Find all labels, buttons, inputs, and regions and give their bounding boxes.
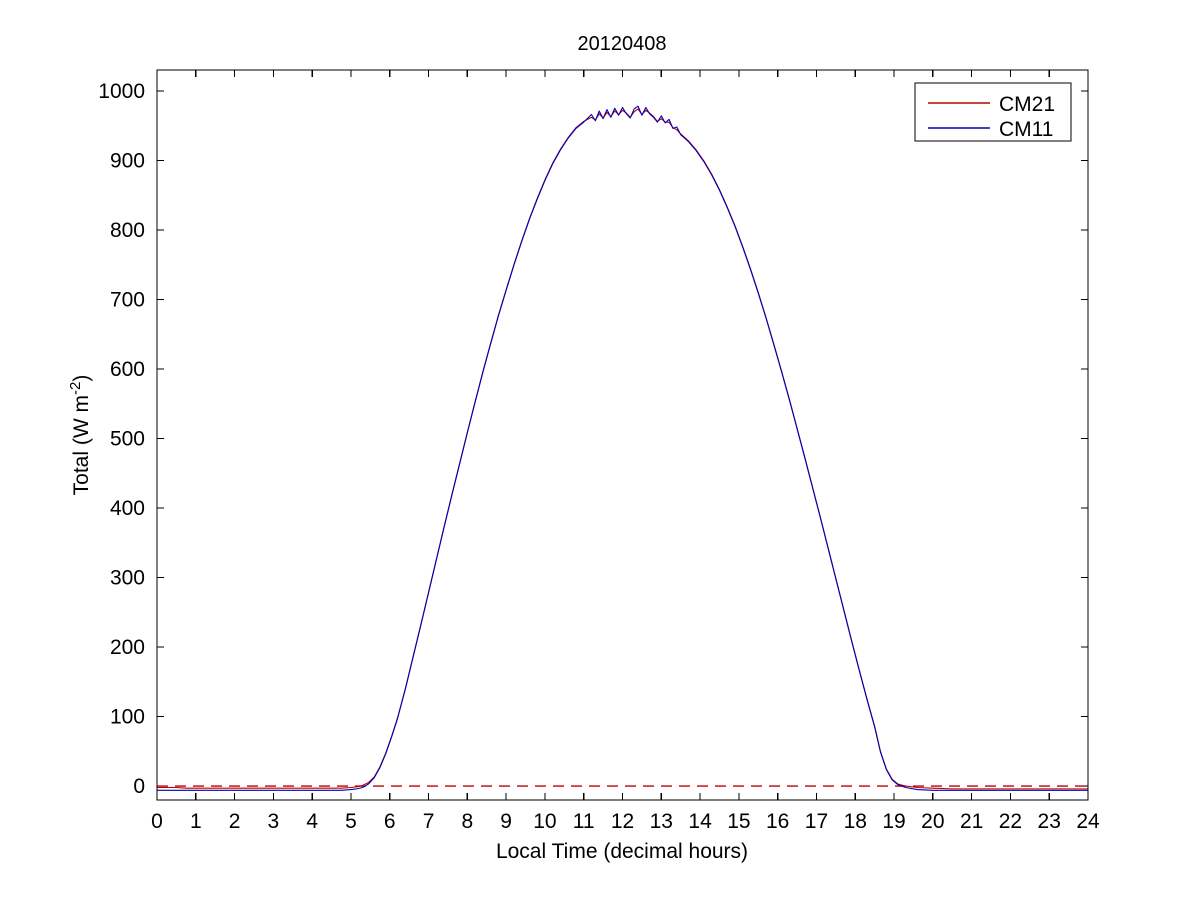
x-tick-label: 13 xyxy=(650,810,673,833)
chart-title: 20120408 xyxy=(578,33,667,55)
y-tick-label: 0 xyxy=(133,775,145,798)
x-tick-label: 3 xyxy=(268,810,280,833)
y-tick-label: 600 xyxy=(110,358,145,381)
x-tick-label: 21 xyxy=(960,810,983,833)
x-tick-label: 7 xyxy=(423,810,435,833)
x-tick-label: 6 xyxy=(384,810,396,833)
x-tick-label: 19 xyxy=(882,810,905,833)
plot-area-background xyxy=(157,70,1088,800)
y-tick-label: 100 xyxy=(110,706,145,729)
y-axis-label: Total (W m-2) xyxy=(67,375,93,496)
y-tick-label: 500 xyxy=(110,427,145,450)
y-tick-label: 400 xyxy=(110,497,145,520)
x-tick-label: 5 xyxy=(345,810,357,833)
x-axis-label: Local Time (decimal hours) xyxy=(496,840,748,863)
x-tick-label: 15 xyxy=(727,810,750,833)
data-series-group xyxy=(156,105,1089,791)
y-axis-ticks-left xyxy=(157,90,164,787)
legend[interactable]: CM21 CM11 xyxy=(914,82,1072,142)
y-tick-label: 700 xyxy=(110,288,145,311)
x-tick-label: 14 xyxy=(688,810,712,833)
x-tick-label: 0 xyxy=(151,810,163,833)
legend-label-cm21: CM21 xyxy=(999,93,1055,116)
y-tick-label: 800 xyxy=(110,219,145,242)
y-tick-label: 1000 xyxy=(98,80,145,103)
y-axis-tick-labels: 0 100 200 300 400 500 600 700 800 900 1000 xyxy=(98,80,145,798)
x-tick-label: 18 xyxy=(844,810,867,833)
x-tick-label: 12 xyxy=(611,810,634,833)
axis-frame xyxy=(156,69,1089,801)
x-tick-label: 4 xyxy=(306,810,318,833)
x-axis-ticks-top xyxy=(156,70,1089,77)
x-tick-label: 9 xyxy=(500,810,512,833)
legend-box xyxy=(914,82,1072,142)
x-tick-label: 20 xyxy=(921,810,944,833)
x-axis-tick-labels: 0 1 2 3 4 5 6 7 8 9 10 11 12 13 14 15 16 17 18 19 20 21 22 23 24 xyxy=(151,810,1100,833)
x-tick-label: 2 xyxy=(229,810,241,833)
series-line-cm11 xyxy=(156,105,1089,791)
y-tick-label: 200 xyxy=(110,636,145,659)
x-tick-label: 23 xyxy=(1038,810,1061,833)
x-tick-label: 8 xyxy=(461,810,473,833)
x-tick-label: 11 xyxy=(573,810,595,833)
x-tick-label: 1 xyxy=(190,810,202,833)
x-tick-label: 22 xyxy=(999,810,1022,833)
x-tick-label: 10 xyxy=(533,810,556,833)
x-tick-label: 24 xyxy=(1076,810,1100,833)
x-tick-label: 17 xyxy=(805,810,828,833)
y-tick-label: 300 xyxy=(110,567,145,590)
y-axis-label-group: Total (W m-2) xyxy=(67,375,93,496)
x-tick-label: 16 xyxy=(766,810,789,833)
legend-label-cm11: CM11 xyxy=(999,118,1053,141)
y-tick-label: 900 xyxy=(110,149,145,172)
